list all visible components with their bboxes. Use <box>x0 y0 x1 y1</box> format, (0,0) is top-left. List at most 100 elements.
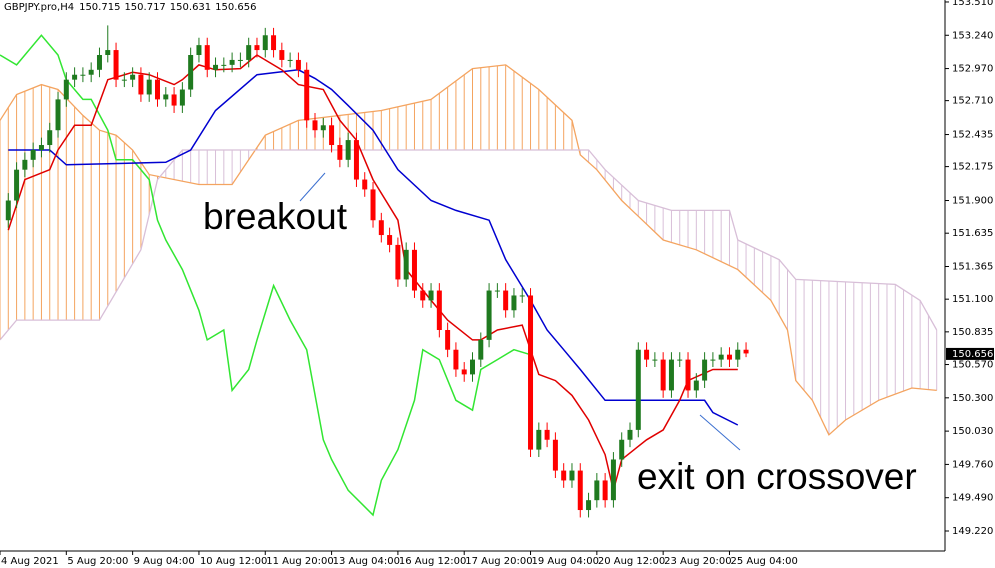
high-value: 150.717 <box>124 2 165 13</box>
candle-body <box>718 354 724 360</box>
candle-body <box>237 59 243 61</box>
candle-body <box>138 74 144 95</box>
symbol: GBPJPY.pro,H4 <box>4 2 74 13</box>
low-value: 150.631 <box>170 2 211 13</box>
y-tick-label: 151.900 <box>952 196 993 207</box>
candle-body <box>22 159 28 170</box>
candle-body <box>668 359 674 391</box>
candle-body <box>436 290 442 330</box>
x-tick-label: 11 Aug 20:00 <box>266 556 333 567</box>
last-price-box <box>946 347 994 360</box>
candle-body <box>652 359 658 361</box>
candle-body <box>528 295 534 450</box>
candle-body <box>213 64 219 70</box>
candle-body <box>486 290 492 340</box>
candle-body <box>702 359 708 381</box>
candle-body <box>130 74 136 80</box>
y-tick-label: 152.435 <box>952 130 993 141</box>
candle-body <box>511 295 517 311</box>
candle-body <box>453 349 459 370</box>
candle-body <box>577 470 583 511</box>
breakout-pointer <box>299 172 326 202</box>
y-tick-label: 153.510 <box>952 0 993 8</box>
candle-body <box>544 429 550 440</box>
candle-body <box>312 120 318 131</box>
candle-body <box>619 439 625 460</box>
candle-body <box>72 74 78 80</box>
x-tick-label: 19 Aug 04:00 <box>532 556 599 567</box>
x-tick-label: 9 Aug 04:00 <box>134 556 195 567</box>
close-value: 150.656 <box>215 2 256 13</box>
candle-body <box>262 35 268 51</box>
candle-body <box>47 130 53 146</box>
candle-body <box>693 380 699 391</box>
candle-body <box>96 55 102 70</box>
x-tick-label: 10 Aug 12:00 <box>200 556 267 567</box>
candle-body <box>519 295 525 297</box>
candle-body <box>353 140 359 180</box>
candle-body <box>246 45 252 60</box>
candle-body <box>196 45 202 55</box>
candle-body <box>221 64 227 66</box>
y-tick-label: 151.365 <box>952 261 993 272</box>
candle-body <box>55 99 61 131</box>
x-tick-label: 16 Aug 12:00 <box>399 556 466 567</box>
candle-body <box>155 79 160 100</box>
header: GBPJPY.pro,H4 150.715 150.717 150.631 150.65… <box>4 2 257 13</box>
candle-body <box>113 50 119 80</box>
candle-body <box>121 79 127 81</box>
candle-body <box>163 94 169 100</box>
y-tick-label: 149.760 <box>952 459 993 470</box>
last-price-label: 150.656 <box>952 349 993 360</box>
annotation: exit on crossover <box>637 456 917 497</box>
candle-body <box>387 235 393 245</box>
candle-body <box>627 429 633 440</box>
candle-body <box>105 50 111 55</box>
candle-body <box>395 244 401 280</box>
candle-body <box>445 330 451 350</box>
candle-body <box>279 50 285 60</box>
candle-body <box>677 359 683 361</box>
candle-body <box>271 35 277 51</box>
candle-body <box>644 349 650 360</box>
candle-body <box>179 89 185 106</box>
candle-body <box>378 220 384 236</box>
candle-body <box>38 145 44 150</box>
candle-body <box>561 470 567 481</box>
candle-body <box>287 59 293 61</box>
candle-body <box>403 249 409 280</box>
y-tick-label: 152.710 <box>952 96 993 107</box>
candle-body <box>470 359 475 375</box>
x-tick-label: 23 Aug 20:00 <box>664 556 731 567</box>
cloud-line <box>0 149 938 341</box>
candle-body <box>461 369 467 375</box>
candle-body <box>88 69 94 75</box>
y-tick-label: 150.030 <box>952 426 993 437</box>
candle-body <box>188 55 194 90</box>
y-tick-label: 151.635 <box>952 228 993 239</box>
candle-body <box>80 74 86 76</box>
candle-body <box>536 429 542 450</box>
candle-body <box>30 149 36 160</box>
candle-body <box>569 470 575 481</box>
candle-body <box>5 200 11 221</box>
y-tick-label: 152.175 <box>952 162 993 173</box>
y-tick-label: 149.220 <box>952 526 993 537</box>
candle-body <box>345 140 351 160</box>
candle-body <box>660 359 666 391</box>
annotation: breakout <box>203 196 348 237</box>
candle-body <box>420 290 426 301</box>
candle-body <box>743 349 749 354</box>
candle-body <box>602 480 608 501</box>
y-tick-label: 150.300 <box>952 393 993 404</box>
open-value: 150.715 <box>79 2 120 13</box>
candle-body <box>594 480 600 501</box>
candle-body <box>171 94 177 106</box>
candle-body <box>146 79 152 95</box>
x-tick-label: 4 Aug 2021 <box>1 556 59 567</box>
indicator-line <box>8 69 739 426</box>
plot-area <box>0 25 938 518</box>
x-tick-label: 13 Aug 04:00 <box>333 556 400 567</box>
